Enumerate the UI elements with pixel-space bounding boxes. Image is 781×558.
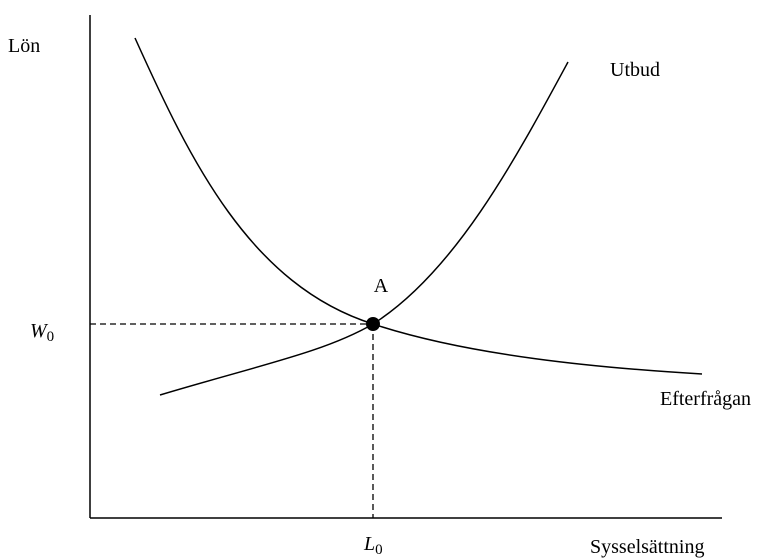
supply-curve — [159, 61, 569, 396]
supply-label: Utbud — [610, 59, 660, 81]
employment-label: L0 — [363, 533, 383, 558]
x-axis-label: Sysselsättning — [590, 536, 704, 558]
employment-symbol: L — [363, 533, 375, 555]
equilibrium-point — [366, 317, 380, 331]
wage-label: W0 — [30, 320, 54, 345]
wage-subscript: 0 — [47, 329, 55, 345]
y-axis-label: Lön — [8, 35, 40, 57]
demand-label: Efterfrågan — [660, 388, 751, 410]
wage-symbol: W — [30, 320, 49, 342]
employment-subscript: 0 — [375, 542, 383, 558]
equilibrium-label: A — [374, 275, 389, 297]
